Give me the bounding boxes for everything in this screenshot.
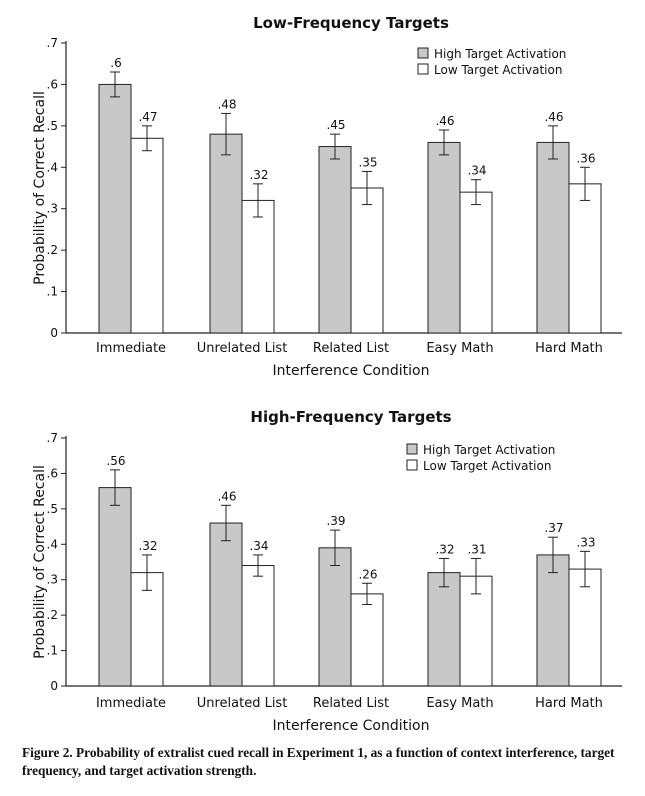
- y-tick-label: .4: [47, 160, 58, 174]
- bar-high-activation: [209, 133, 243, 334]
- legend-swatch-low: [406, 459, 418, 471]
- y-tick-label: .1: [47, 644, 58, 658]
- x-tick-label: Unrelated List: [197, 696, 288, 711]
- data-label: .39: [326, 514, 345, 528]
- data-label: .32: [435, 542, 454, 556]
- data-label: .45: [326, 118, 345, 132]
- bar-low-activation: [241, 565, 275, 687]
- legend-swatch-high: [417, 47, 429, 59]
- y-tick-label: .4: [47, 537, 58, 551]
- legend-swatch-low: [417, 63, 429, 75]
- y-tick-label: .2: [47, 243, 58, 257]
- data-label: .46: [435, 114, 454, 128]
- chart-title: High-Frequency Targets: [250, 408, 451, 426]
- y-tick-label: .7: [47, 36, 58, 50]
- data-label: .6: [110, 56, 121, 70]
- data-label: .32: [138, 539, 157, 553]
- y-tick-label: .2: [47, 608, 58, 622]
- x-tick-label: Unrelated List: [197, 341, 288, 356]
- y-axis-label: Probability of Correct Recall: [32, 91, 48, 285]
- legend-label: High Target Activation: [423, 443, 555, 457]
- data-label: .37: [544, 521, 563, 535]
- y-tick-label: .3: [47, 202, 58, 216]
- x-tick-label: Related List: [313, 696, 389, 711]
- bar-high-activation: [209, 522, 243, 687]
- data-label: .33: [576, 535, 595, 549]
- bar-high-activation: [536, 141, 570, 334]
- bar-low-activation: [568, 568, 602, 687]
- data-label: .36: [576, 151, 595, 165]
- bar-low-activation: [459, 191, 493, 334]
- legend-label: Low Target Activation: [423, 459, 551, 473]
- chart-low-frequency: Low-Frequency Targets 0 .1 .2 .3 .4 .5 .6 .7 Prob…: [32, 14, 622, 379]
- x-axis-label: Interference Condition: [273, 718, 430, 734]
- bar-high-activation: [427, 141, 461, 334]
- y-tick-label: .5: [47, 119, 58, 133]
- bar-low-activation: [459, 575, 493, 687]
- bar-high-activation: [427, 572, 461, 687]
- y-tick-label: 0: [50, 679, 58, 693]
- bar-low-activation: [568, 183, 602, 334]
- data-label: .34: [467, 164, 486, 178]
- x-axis-label: Interference Condition: [273, 363, 430, 379]
- chart-title: Low-Frequency Targets: [253, 14, 449, 32]
- y-tick-label: .7: [47, 431, 58, 445]
- data-label: .31: [467, 542, 486, 556]
- bar-low-activation: [350, 187, 384, 334]
- data-label: .48: [217, 97, 236, 111]
- y-tick-label: .6: [47, 77, 58, 91]
- data-label: .26: [358, 567, 377, 581]
- y-tick-label: .1: [47, 285, 58, 299]
- x-tick-label: Hard Math: [535, 341, 603, 356]
- figure-caption: Figure 2. Probability of extralist cued …: [22, 745, 615, 778]
- bar-high-activation: [318, 146, 352, 334]
- bar-low-activation: [130, 137, 164, 334]
- data-label: .47: [138, 110, 157, 124]
- x-tick-label: Hard Math: [535, 696, 603, 711]
- y-tick-label: .3: [47, 573, 58, 587]
- bar-high-activation: [98, 83, 132, 334]
- data-label: .35: [358, 155, 377, 169]
- data-label: .56: [106, 454, 125, 468]
- data-label: .34: [249, 539, 268, 553]
- x-tick-label: Immediate: [96, 696, 166, 711]
- x-tick-label: Easy Math: [426, 341, 493, 356]
- data-label: .32: [249, 168, 268, 182]
- y-tick-label: 0: [50, 326, 58, 340]
- bar-low-activation: [241, 199, 275, 334]
- legend-label: High Target Activation: [434, 47, 566, 61]
- bar-high-activation: [318, 547, 352, 687]
- y-axis-label: Probability of Correct Recall: [32, 465, 48, 659]
- legend-label: Low Target Activation: [434, 63, 562, 77]
- legend-swatch-high: [406, 443, 418, 455]
- x-tick-label: Immediate: [96, 341, 166, 356]
- y-tick-label: .6: [47, 466, 58, 480]
- bar-high-activation: [536, 554, 570, 687]
- data-label: .46: [217, 489, 236, 503]
- data-label: .46: [544, 110, 563, 124]
- bar-high-activation: [98, 487, 132, 687]
- x-tick-label: Related List: [313, 341, 389, 356]
- y-tick-label: .5: [47, 502, 58, 516]
- bar-low-activation: [130, 572, 164, 687]
- bar-low-activation: [350, 593, 384, 687]
- x-tick-label: Easy Math: [426, 696, 493, 711]
- chart-high-frequency: High-Frequency Targets 0 .1 .2 .3 .4 .5 .6 .7 Pro…: [32, 408, 622, 734]
